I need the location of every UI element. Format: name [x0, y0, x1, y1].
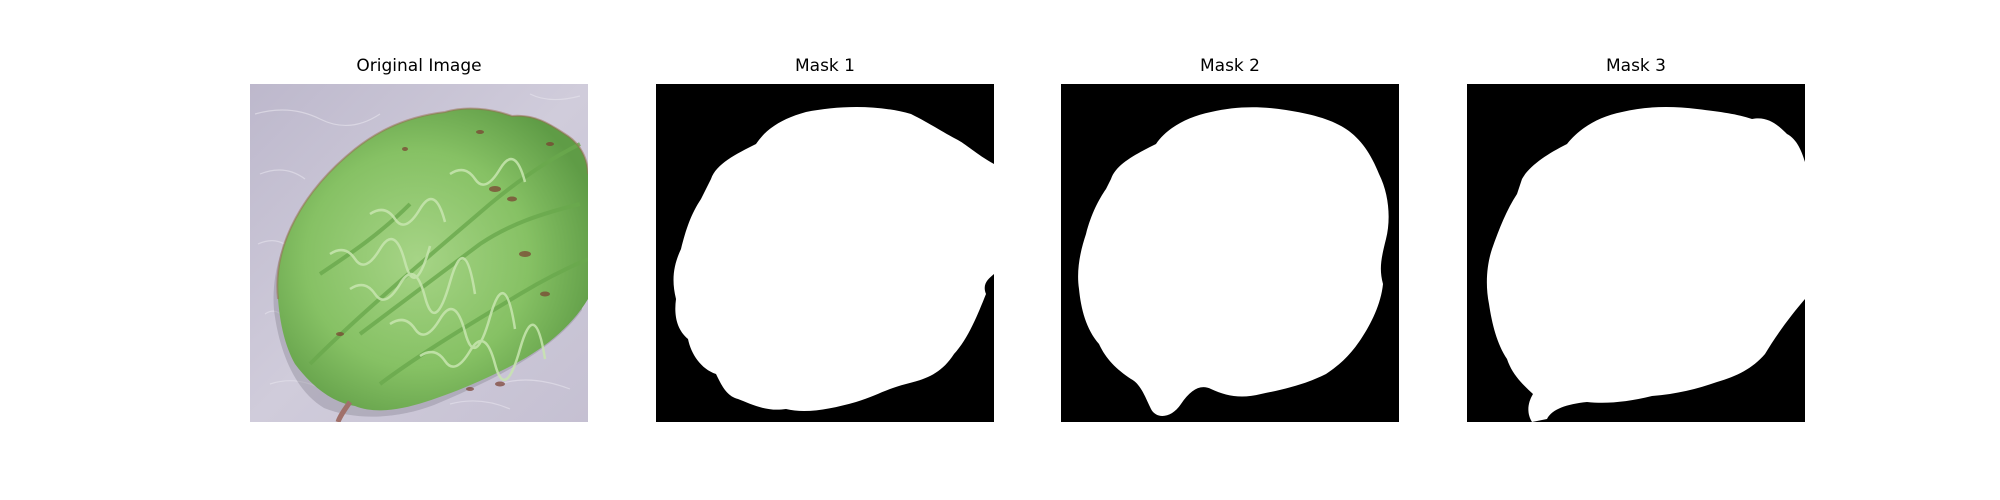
- panel-title: Original Image: [356, 56, 482, 76]
- mask-1-graphic: [656, 84, 994, 422]
- mask-3-graphic: [1467, 84, 1805, 422]
- panel-title: Mask 1: [794, 56, 855, 76]
- mask-3-image: [1467, 84, 1805, 422]
- mask-1-image: [656, 84, 994, 422]
- mask-2-image: [1061, 84, 1399, 422]
- panel-title: Mask 3: [1605, 56, 1666, 76]
- panel-title: Mask 2: [1199, 56, 1260, 76]
- mask-2-graphic: [1061, 84, 1399, 422]
- leaf-photo: [250, 84, 588, 422]
- leaf-photo-graphic: [250, 84, 588, 422]
